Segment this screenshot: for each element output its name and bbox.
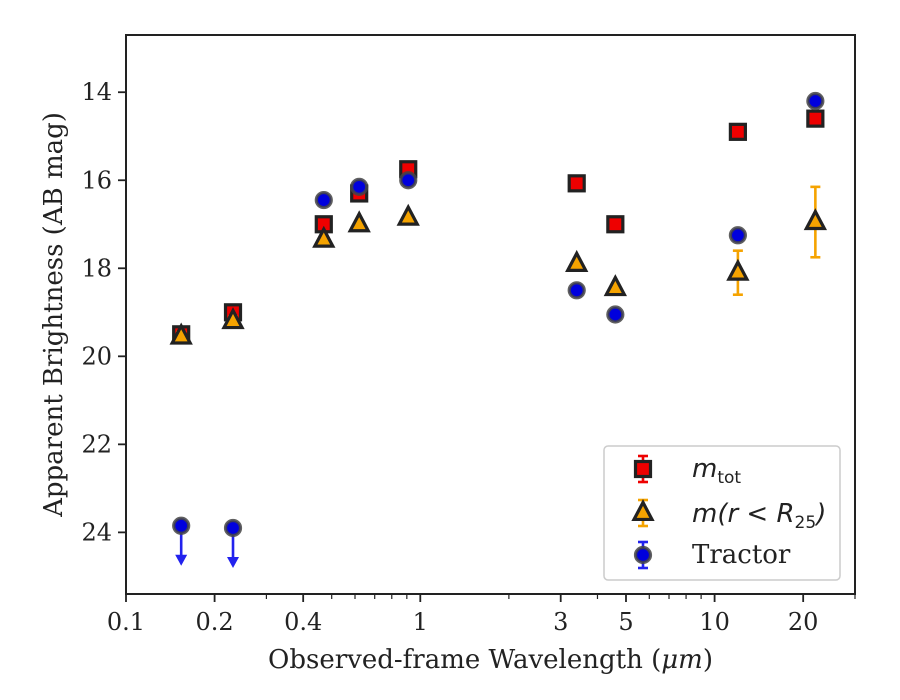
data-point-m_r25 [726, 258, 750, 281]
data-point-m_r25 [221, 307, 245, 330]
x-axis-ticks: 0.1 0.2 0.4 1 3 5 10 20 [107, 594, 856, 636]
series-m_r25 [169, 185, 828, 345]
x-axis-title-close: ) [703, 645, 713, 675]
data-point-tractor [606, 305, 625, 324]
y-axis-ticks: 14 16 18 20 22 24 [81, 78, 126, 546]
x-tick-label: 1 [413, 608, 428, 636]
data-point-mtot [567, 174, 586, 193]
legend-label-tractor: Tractor [692, 540, 791, 570]
series-mtot [172, 109, 825, 344]
data-series [169, 91, 828, 568]
y-tick-label: 24 [81, 518, 112, 546]
x-tick-label: 0.2 [196, 608, 234, 636]
data-point-tractor [223, 518, 243, 538]
data-point-mtot [606, 215, 625, 234]
x-tick-label: 0.4 [284, 608, 322, 636]
data-point-m_r25 [396, 203, 420, 226]
data-point-m_r25 [803, 208, 828, 231]
data-point-tractor [172, 516, 191, 535]
x-axis-title: Observed-frame Wavelength (μm) [268, 645, 713, 675]
plot-frame [125, 34, 856, 595]
data-point-tractor [314, 190, 333, 210]
x-tick-label: 0.1 [107, 608, 145, 636]
y-axis-title: Apparent Brightness (AB mag) [39, 112, 69, 518]
data-point-tractor [728, 226, 747, 245]
data-point-tractor [399, 171, 418, 190]
legend-label-m-r25: m(r < R25) [692, 499, 826, 533]
x-tick-label: 20 [788, 608, 819, 636]
x-tick-label: 3 [553, 608, 568, 636]
y-tick-label: 14 [81, 78, 112, 106]
data-point-m_r25 [347, 210, 371, 233]
data-point-m_r25 [312, 225, 336, 248]
x-axis-title-unit: μm [661, 645, 703, 675]
x-axis-title-text: Observed-frame Wavelength ( [268, 645, 661, 675]
legend-marker-tractor [633, 545, 653, 565]
data-point-tractor [350, 177, 369, 196]
data-point-m_r25 [565, 249, 589, 272]
y-tick-label: 22 [81, 430, 112, 458]
data-point-tractor [806, 91, 825, 111]
data-point-mtot [806, 109, 825, 128]
data-point-m_r25 [603, 274, 627, 297]
legend-label-mtot: mtot [692, 454, 741, 488]
data-point-mtot [728, 122, 747, 141]
y-tick-label: 18 [81, 254, 112, 282]
upper-limit-arrow-head [175, 554, 188, 566]
data-point-tractor [567, 281, 586, 300]
y-tick-label: 20 [81, 342, 112, 370]
legend-box [603, 445, 841, 581]
upper-limit-arrow-head [227, 556, 240, 568]
x-tick-label: 5 [618, 608, 633, 636]
series-tractor [172, 91, 825, 568]
data-point-m_r25 [169, 322, 193, 345]
legend-symbols [631, 454, 655, 570]
y-tick-label: 16 [81, 166, 112, 194]
legend: mtot m(r < R25) Tractor [603, 445, 841, 581]
x-tick-label: 10 [699, 608, 730, 636]
legend-marker-m_r25 [631, 499, 655, 522]
legend-marker-mtot [633, 459, 653, 479]
